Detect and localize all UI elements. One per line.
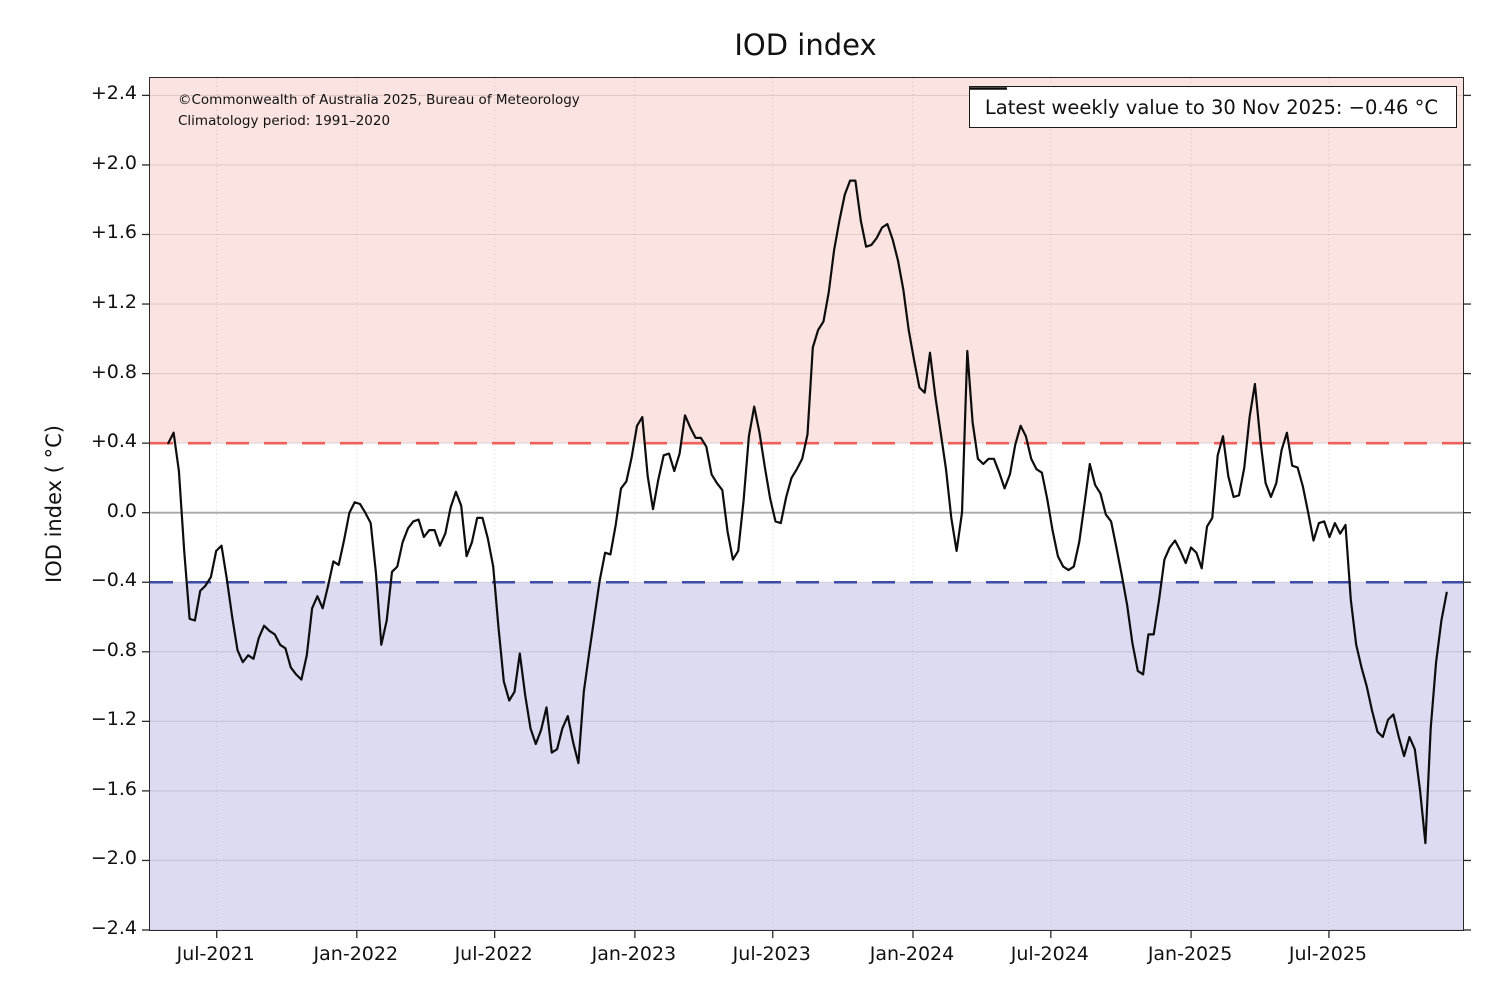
y-tick-label: +1.6	[90, 221, 137, 244]
positive-iod-band	[150, 78, 1463, 444]
y-axis-title: IOD index ( °C)	[42, 425, 66, 583]
y-tick-label: −2.4	[90, 917, 137, 939]
y-tick-label: −1.2	[90, 708, 137, 731]
x-tick-label: Jul-2022	[454, 943, 533, 965]
legend-label: Latest weekly value to 30 Nov 2025: −0.4…	[984, 95, 1438, 119]
chart-title: IOD index	[734, 28, 877, 62]
climatology-period-text: Climatology period: 1991–2020	[178, 113, 391, 129]
x-tick-label: Jul-2025	[1288, 943, 1367, 965]
copyright-text: ©Commonwealth of Australia 2025, Bureau …	[178, 92, 580, 108]
x-tick-label: Jan-2024	[869, 943, 955, 965]
y-tick-label: −1.6	[90, 777, 137, 800]
y-tick-label: +0.4	[90, 430, 137, 453]
negative-iod-band	[150, 582, 1463, 930]
x-tick-label: Jul-2021	[176, 943, 255, 965]
y-tick-label: +2.0	[90, 151, 137, 174]
plot-area: ©Commonwealth of Australia 2025, Bureau …	[142, 77, 1471, 938]
x-tick-label: Jan-2022	[313, 943, 399, 965]
y-tick-label: +0.8	[90, 360, 137, 383]
x-tick-label: Jul-2024	[1010, 943, 1089, 965]
legend: Latest weekly value to 30 Nov 2025: −0.4…	[968, 86, 1457, 128]
iod-weekly-series-line	[167, 179, 1448, 845]
x-tick-label: Jan-2023	[591, 943, 677, 965]
y-tick-label: +1.2	[90, 291, 137, 314]
x-tick-label: Jul-2023	[732, 943, 811, 965]
y-tick-label: 0.0	[106, 499, 137, 522]
copyright-annotation: ©Commonwealth of Australia 2025, Bureau …	[178, 90, 580, 132]
y-tick-label: −0.8	[90, 638, 137, 661]
legend-line-icon	[969, 87, 1007, 90]
plot-canvas	[142, 78, 1471, 938]
y-tick-label: −2.0	[90, 847, 137, 870]
y-tick-label: +2.4	[90, 82, 137, 105]
y-tick-label: −0.4	[90, 569, 137, 592]
x-tick-label: Jan-2025	[1147, 943, 1233, 965]
